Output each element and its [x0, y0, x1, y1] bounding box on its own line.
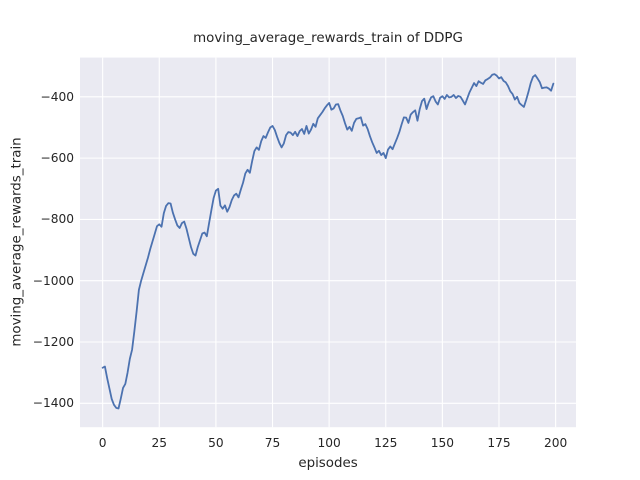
x-tick-label: 100: [317, 436, 341, 450]
y-tick-label: −400: [40, 89, 74, 104]
x-tick-label: 200: [543, 436, 568, 450]
x-tick-label: 150: [430, 436, 454, 450]
chart-title: moving_average_rewards_train of DDPG: [193, 31, 463, 46]
plot-background: [80, 57, 576, 428]
x-tick-label: 25: [151, 436, 168, 450]
y-tick-label: −1000: [32, 273, 74, 288]
x-tick-label: 75: [264, 436, 281, 450]
y-tick-label: −600: [40, 151, 74, 166]
x-axis-label: episodes: [298, 456, 358, 471]
y-tick-label: −1400: [32, 396, 74, 411]
x-tick-label: 0: [98, 436, 107, 450]
x-tick-label: 125: [374, 436, 398, 450]
x-tick-label: 50: [208, 436, 224, 450]
y-tick-label: −1200: [32, 335, 74, 349]
series-line: [101, 73, 555, 410]
y-tick-label: −800: [40, 212, 74, 227]
x-tick-label: 175: [487, 436, 511, 450]
y-axis-label: moving_average_rewards_train: [9, 137, 25, 347]
